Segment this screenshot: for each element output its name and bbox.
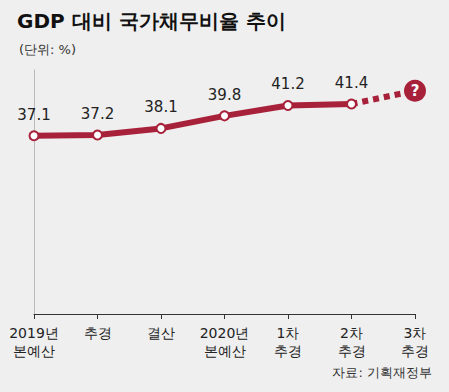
svg-text:자료: 기획재정부: 자료: 기획재정부 bbox=[332, 365, 432, 380]
svg-text:본예산: 본예산 bbox=[13, 343, 55, 359]
svg-text:추경: 추경 bbox=[401, 343, 429, 359]
svg-text:37.2: 37.2 bbox=[81, 105, 114, 123]
svg-text:?: ? bbox=[411, 82, 420, 100]
svg-text:41.2: 41.2 bbox=[271, 75, 304, 93]
svg-text:추경: 추경 bbox=[274, 343, 302, 359]
svg-text:GDP 대비 국가채무비율 추이: GDP 대비 국가채무비율 추이 bbox=[17, 9, 286, 33]
svg-text:추경: 추경 bbox=[84, 325, 112, 341]
svg-text:1차: 1차 bbox=[277, 325, 300, 341]
svg-text:(단위: %): (단위: %) bbox=[19, 42, 76, 57]
svg-text:39.8: 39.8 bbox=[208, 86, 241, 104]
svg-text:38.1: 38.1 bbox=[144, 98, 177, 116]
svg-text:본예산: 본예산 bbox=[204, 343, 246, 359]
svg-text:2차: 2차 bbox=[340, 325, 363, 341]
svg-text:2019년: 2019년 bbox=[9, 325, 59, 341]
svg-text:2020년: 2020년 bbox=[200, 325, 250, 341]
svg-text:37.1: 37.1 bbox=[17, 106, 50, 124]
svg-text:3차: 3차 bbox=[404, 325, 427, 341]
svg-text:결산: 결산 bbox=[147, 325, 175, 341]
svg-text:추경: 추경 bbox=[338, 343, 366, 359]
svg-text:41.4: 41.4 bbox=[335, 74, 368, 92]
